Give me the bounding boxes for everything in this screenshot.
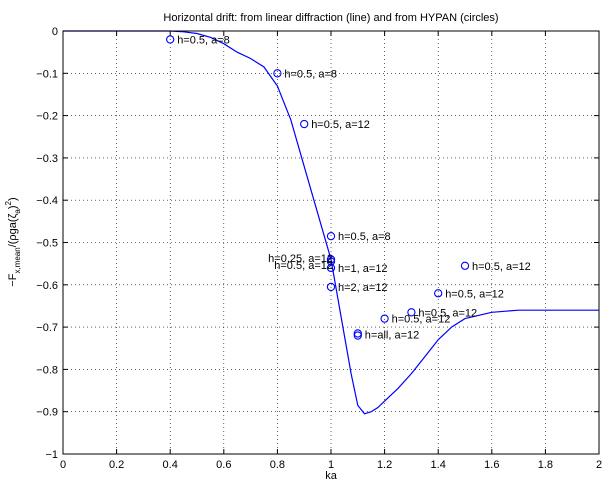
diffraction-line: [63, 30, 599, 415]
annotation-label: h=0.5, a=12: [311, 119, 370, 131]
x-tick-label: 1.6: [484, 459, 499, 471]
y-tick-label: 0: [52, 26, 58, 38]
annotation-label: h=0.5, a=8: [177, 34, 230, 46]
x-tick-label: 1: [328, 459, 334, 471]
x-tick-label: 0: [60, 459, 66, 471]
x-tick-label: 0.6: [216, 459, 231, 471]
hypan-marker: [380, 314, 389, 323]
y-tick-label: −0.6: [36, 280, 58, 292]
x-tick-label: 1.8: [538, 459, 553, 471]
y-tick-label: −0.7: [36, 322, 58, 334]
annotation-label: h=0.5, a=8: [338, 231, 391, 243]
x-tick-label: 1.4: [431, 459, 446, 471]
hypan-marker: [166, 35, 175, 44]
y-tick-label: −0.9: [36, 407, 58, 419]
annotation-label: h=0.5, a=12: [418, 307, 477, 319]
annotation-label: h=0.5, a=12: [472, 261, 531, 273]
hypan-marker: [353, 331, 362, 340]
hypan-marker: [326, 282, 336, 292]
y-tick-label: −0.4: [36, 195, 58, 207]
annotation-label: h=0.25, a=12: [268, 253, 333, 265]
hypan-marker: [353, 329, 362, 338]
annotation-label: h=2, a=12: [338, 282, 388, 294]
data-series: [63, 30, 599, 415]
hypan-marker: [300, 119, 309, 129]
annotation-label: h=0.5, a=8: [284, 68, 337, 80]
plot-frame: [62, 30, 600, 455]
hypan-marker: [326, 232, 336, 241]
y-tick-label: −0.8: [36, 364, 58, 376]
x-tick-label: 0.8: [270, 459, 285, 471]
annotation-label: h=all, a=12: [365, 330, 419, 342]
hypan-marker: [326, 263, 336, 273]
y-tick-label: −0.1: [36, 68, 58, 80]
hypan-marker: [326, 255, 336, 264]
hypan-marker: [434, 289, 443, 298]
y-tick-label: −1: [45, 449, 58, 461]
hypan-marker: [460, 261, 470, 270]
axis-ticks: 0 0.2 0.4 0.6 0.8 1 1.2 1.4 1.6 1.8 2 −1 −0.9 −0.8 −0.…: [36, 26, 602, 471]
hypan-marker: [273, 69, 282, 78]
annotation-label: h=1, a=12: [338, 263, 388, 275]
annotation-label: h=0.5, a=12: [274, 260, 333, 272]
y-tick-label: −0.5: [36, 238, 58, 250]
y-tick-label: −0.2: [36, 111, 58, 123]
grid-lines: [62, 30, 600, 455]
y-axis-label: −Fx,mean/(ρga(ζa)2): [4, 197, 22, 286]
hypan-marker: [407, 308, 416, 317]
x-tick-label: 0.4: [163, 459, 178, 471]
x-tick-label: 0.2: [109, 459, 124, 471]
y-tick-label: −0.3: [36, 153, 58, 165]
hypan-marker: [326, 257, 336, 266]
x-tick-label: 1.2: [377, 459, 392, 471]
annotation-label: h=0.5, a=12: [392, 314, 451, 326]
annotations: h=0.5, a=8h=0.5, a=8h=0.5, a=12h=0.5, a=…: [177, 34, 531, 341]
x-axis-label: ka: [325, 470, 338, 482]
chart-title: Horizontal drift: from linear diffractio…: [163, 12, 498, 24]
annotation-label: h=0.5, a=12: [445, 288, 504, 300]
x-tick-label: 2: [596, 459, 602, 471]
